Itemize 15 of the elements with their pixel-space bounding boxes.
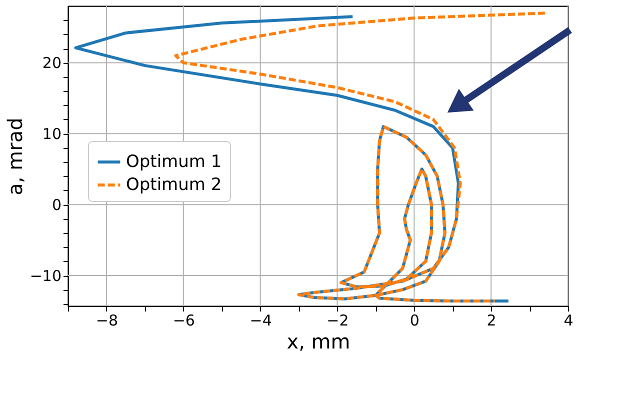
x-tick-label: 2 — [486, 312, 496, 330]
x-tick-label: −8 — [96, 312, 118, 330]
x-tick-label: 0 — [410, 312, 420, 330]
legend-label: Optimum 1 — [126, 152, 222, 172]
y-tick-label: −10 — [30, 267, 62, 286]
x-axis-title: x, mm — [286, 330, 350, 354]
x-tick-label: −2 — [326, 312, 349, 330]
y-tick-label: 0 — [52, 196, 62, 214]
x-tick-label: −6 — [172, 312, 195, 330]
legend-label: Optimum 2 — [126, 175, 222, 195]
x-tick-label: 4 — [564, 312, 574, 330]
x-tick-label: −4 — [250, 312, 272, 330]
y-axis-title: a, mrad — [2, 118, 27, 196]
y-tick-label: 10 — [42, 125, 62, 144]
y-tick-label: 20 — [42, 54, 62, 72]
